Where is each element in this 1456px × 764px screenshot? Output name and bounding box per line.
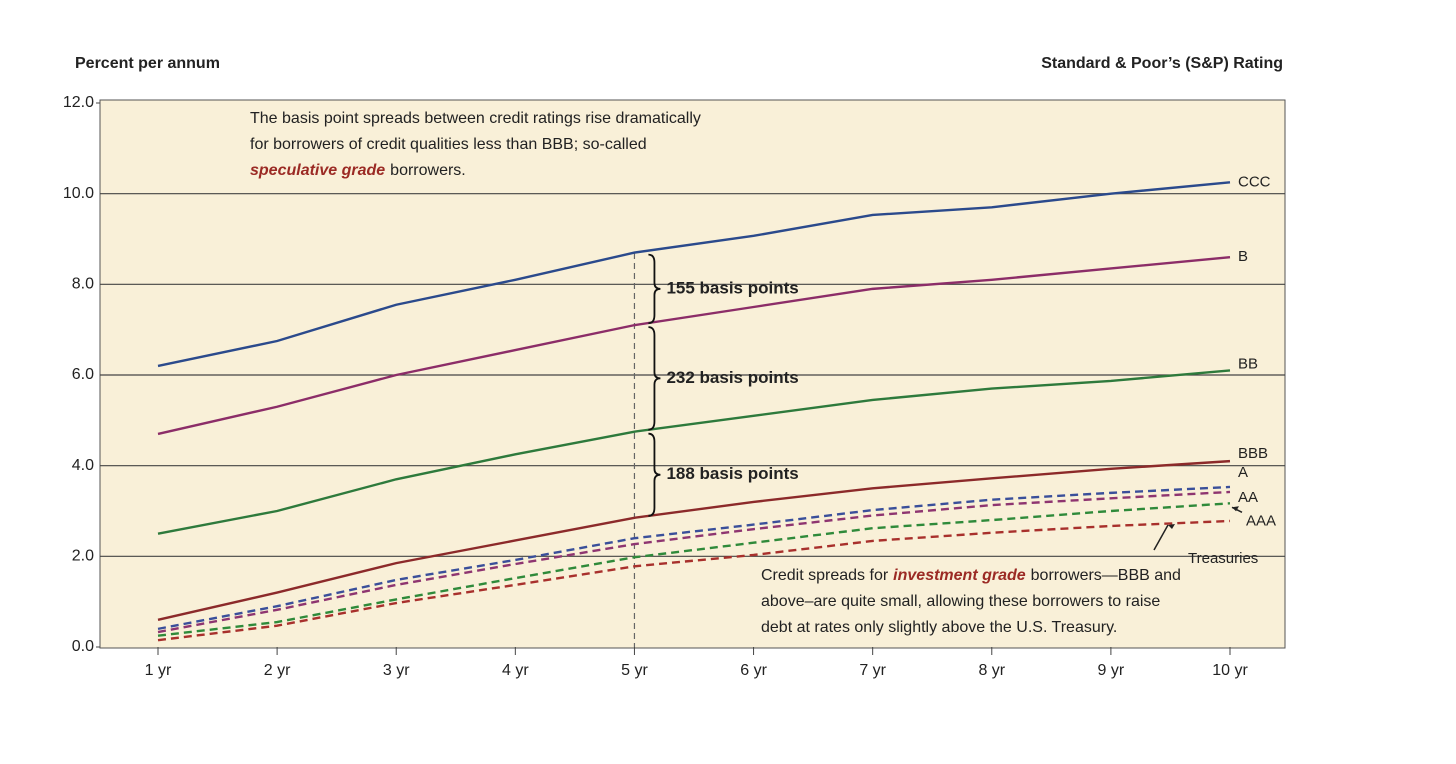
y-tick-label: 8.0 xyxy=(72,276,94,293)
x-tick-label: 5 yr xyxy=(621,662,648,679)
spread-label: 188 basis points xyxy=(666,464,798,483)
x-tick-label: 3 yr xyxy=(383,662,410,679)
spread-label: 232 basis points xyxy=(666,368,798,387)
x-tick-label: 8 yr xyxy=(978,662,1005,679)
x-tick-label: 6 yr xyxy=(740,662,767,679)
note-line: above–are quite small, allowing these bo… xyxy=(761,593,1160,610)
brace xyxy=(648,432,661,517)
x-tick-label: 10 yr xyxy=(1212,662,1248,679)
note-line: for borrowers of credit qualities less t… xyxy=(250,136,647,153)
series-label: CCC xyxy=(1238,173,1271,190)
arrow-head xyxy=(1168,523,1175,529)
note-emphasis: investment grade xyxy=(893,567,1026,584)
note-tail: borrowers—BBB and xyxy=(1031,567,1181,584)
series-label: BBB xyxy=(1238,445,1268,462)
x-tick-label: 2 yr xyxy=(264,662,291,679)
note-line: The basis point spreads between credit r… xyxy=(250,110,701,127)
series-line xyxy=(157,502,1231,637)
series-label: B xyxy=(1238,248,1248,265)
y-tick-label: 6.0 xyxy=(72,366,94,383)
series-line xyxy=(157,459,1231,621)
y-axis-label: Percent per annum xyxy=(75,55,220,72)
arrow-head xyxy=(1232,506,1239,512)
brace xyxy=(648,326,661,431)
y-tick-label: 4.0 xyxy=(72,457,94,474)
label-arrow xyxy=(1153,524,1169,551)
note-line: Credit spreads for investment grade borrow… xyxy=(761,567,1181,584)
series-label: Treasuries xyxy=(1188,550,1258,567)
series-line xyxy=(157,369,1231,535)
note-lead: Credit spreads for xyxy=(761,567,889,584)
spread-label: 155 basis points xyxy=(666,278,798,297)
note-line: speculative grade borrowers. xyxy=(250,162,466,179)
x-tick-label: 1 yr xyxy=(145,662,172,679)
note-tail: borrowers. xyxy=(390,162,466,179)
x-tick-label: 7 yr xyxy=(859,662,886,679)
y-tick-label: 2.0 xyxy=(72,548,94,565)
note-emphasis: speculative grade xyxy=(250,162,385,179)
legend-title: Standard & Poor’s (S&P) Rating xyxy=(1041,55,1283,72)
series-label: AA xyxy=(1238,489,1258,506)
y-tick-label: 0.0 xyxy=(72,638,94,655)
series-label: BB xyxy=(1238,355,1258,372)
series-label: A xyxy=(1238,464,1248,481)
series-line xyxy=(157,181,1231,368)
y-tick-label: 12.0 xyxy=(63,94,94,111)
x-tick-label: 4 yr xyxy=(502,662,529,679)
series-line xyxy=(157,490,1231,634)
series-line xyxy=(157,485,1231,631)
note-line: debt at rates only slightly above the U.… xyxy=(761,619,1117,636)
brace xyxy=(648,253,661,325)
series-line xyxy=(157,255,1231,436)
series-label: AAA xyxy=(1246,512,1276,529)
x-tick-label: 9 yr xyxy=(1098,662,1125,679)
y-tick-label: 10.0 xyxy=(63,185,94,202)
series-line xyxy=(157,519,1231,642)
